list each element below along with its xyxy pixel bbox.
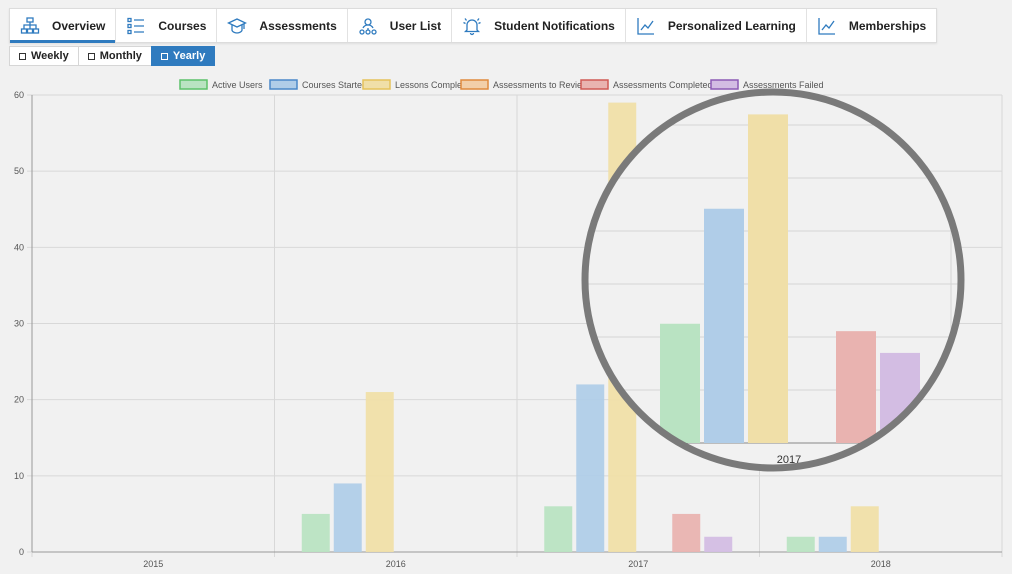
legend-swatch [710,79,739,90]
tab-assessments[interactable]: Assessments [217,9,348,42]
tab-overview[interactable]: Overview [10,9,117,43]
y-tick-label: 10 [14,471,24,481]
tab-courses[interactable]: Courses [116,9,218,42]
line-chart-icon [817,16,837,36]
period-toggle: Weekly Monthly Yearly [9,46,216,66]
bar [544,506,573,552]
legend-swatch [362,79,391,90]
tab-label: Assessments [259,18,337,33]
user-network-icon [358,16,378,36]
tab-student-notifications[interactable]: Student Notifications [452,9,626,42]
legend-label: Courses Started [302,80,367,90]
zoom-content: 2017 [585,92,961,468]
legend-label: Lessons Completed [395,80,475,90]
graduation-cap-icon [227,16,248,36]
bar [704,536,733,552]
legend-label: Active Users [212,80,263,90]
period-weekly-button[interactable]: Weekly [9,46,79,66]
bar [850,506,879,552]
legend-swatch [269,79,298,90]
tab-label: Memberships [848,18,927,33]
tab-bar: Overview Courses Assessments User List S… [9,8,938,43]
bar [301,513,330,552]
legend-label: Assessments to Review [493,80,589,90]
bar [672,513,701,552]
zoom-bar [660,323,700,443]
bar [818,536,847,552]
period-label: Weekly [31,50,69,62]
y-tick-label: 60 [14,90,24,100]
zoom-category-label: 2017 [777,454,801,466]
x-tick-label: 2016 [386,559,406,569]
checkbox-icon [87,52,95,60]
x-tick-label: 2017 [628,559,648,569]
legend-swatch [179,79,208,90]
period-monthly-button[interactable]: Monthly [77,46,152,66]
tab-personalized-learning[interactable]: Personalized Learning [626,9,807,42]
bell-icon [462,16,482,36]
y-tick-label: 30 [14,319,24,329]
bar [576,384,605,552]
y-tick-label: 0 [19,547,24,557]
tab-label: User List [389,18,442,33]
checkbox-icon [19,52,26,60]
tab-label: Overview [52,18,106,33]
zoom-bar [836,331,876,443]
zoom-bar [704,208,744,443]
line-chart-icon [636,16,656,36]
list-icon [126,16,146,36]
bar [333,483,362,552]
y-tick-label: 40 [14,242,24,252]
magnifier-ring [581,88,965,472]
tab-user-list[interactable]: User List [348,9,453,42]
tab-memberships[interactable]: Memberships [807,9,936,42]
y-tick-label: 20 [14,395,24,405]
y-tick-label: 50 [14,166,24,176]
bar [786,536,815,552]
x-tick-label: 2015 [143,559,163,569]
legend-label: Assessments Completed [613,80,713,90]
sitemap-icon [20,16,40,36]
zoom-bar [748,114,788,444]
tab-label: Courses [158,18,207,33]
period-label: Monthly [99,50,142,62]
checkbox-icon [160,52,168,60]
tab-label: Personalized Learning [667,18,796,33]
period-label: Yearly [172,50,206,62]
x-tick-label: 2018 [871,559,891,569]
period-yearly-button[interactable]: Yearly [150,46,216,66]
legend-swatch [580,79,609,90]
legend-label: Assessments Failed [743,80,824,90]
tab-label: Student Notifications [494,18,615,33]
bar [365,392,394,552]
legend-swatch [460,79,489,90]
